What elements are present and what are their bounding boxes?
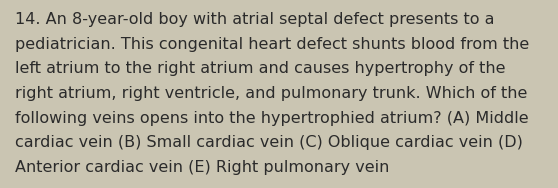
Text: following veins opens into the hypertrophied atrium? (A) Middle: following veins opens into the hypertrop… bbox=[15, 111, 528, 126]
Text: cardiac vein (B) Small cardiac vein (C) Oblique cardiac vein (D): cardiac vein (B) Small cardiac vein (C) … bbox=[15, 135, 523, 150]
Text: right atrium, right ventricle, and pulmonary trunk. Which of the: right atrium, right ventricle, and pulmo… bbox=[15, 86, 527, 101]
Text: 14. An 8-year-old boy with atrial septal defect presents to a: 14. An 8-year-old boy with atrial septal… bbox=[15, 12, 494, 27]
Text: pediatrician. This congenital heart defect shunts blood from the: pediatrician. This congenital heart defe… bbox=[15, 37, 530, 52]
Text: Anterior cardiac vein (E) Right pulmonary vein: Anterior cardiac vein (E) Right pulmonar… bbox=[15, 160, 389, 175]
Text: left atrium to the right atrium and causes hypertrophy of the: left atrium to the right atrium and caus… bbox=[15, 61, 506, 77]
